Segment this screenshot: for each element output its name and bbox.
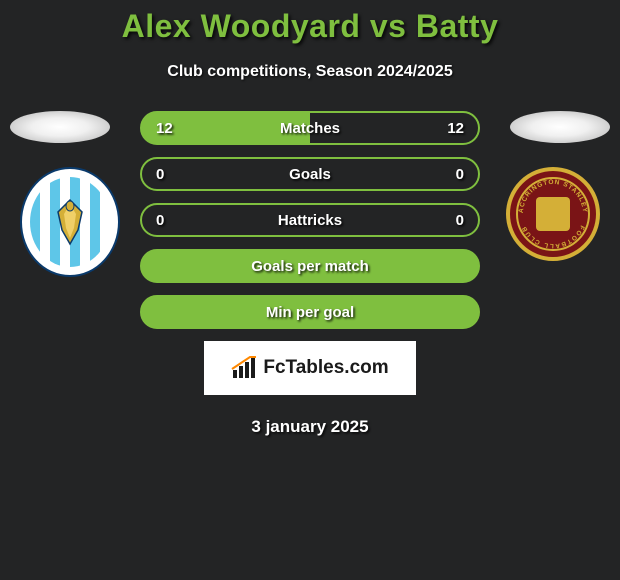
stat-row-goals: 0 Goals 0 xyxy=(140,157,480,191)
stat-left-value: 12 xyxy=(156,120,173,137)
club-badge-right: ACCRINGTON STANLEY FOOTBALL CLUB xyxy=(506,167,600,261)
stat-right-value: 0 xyxy=(456,212,464,229)
stat-label: Hattricks xyxy=(278,212,342,229)
stat-label: Matches xyxy=(280,120,340,137)
crest-icon xyxy=(536,197,570,231)
stat-row-goals-per-match: Goals per match xyxy=(140,249,480,283)
player-right-shadow xyxy=(510,111,610,143)
stat-row-hattricks: 0 Hattricks 0 xyxy=(140,203,480,237)
bar-chart-icon xyxy=(231,356,259,380)
stat-label: Goals xyxy=(289,166,331,183)
stats-table: 12 Matches 12 0 Goals 0 0 Hattricks 0 Go… xyxy=(140,111,480,329)
stat-row-min-per-goal: Min per goal xyxy=(140,295,480,329)
stat-label: Min per goal xyxy=(266,304,354,321)
content-area: ACCRINGTON STANLEY FOOTBALL CLUB 12 Matc… xyxy=(0,111,620,437)
stat-label: Goals per match xyxy=(251,258,369,275)
comparison-card: Alex Woodyard vs Batty Club competitions… xyxy=(0,0,620,437)
branding-text: FcTables.com xyxy=(263,357,388,379)
page-subtitle: Club competitions, Season 2024/2025 xyxy=(0,63,620,81)
eagle-icon xyxy=(40,192,100,252)
stat-right-value: 12 xyxy=(447,120,464,137)
stat-left-value: 0 xyxy=(156,166,164,183)
stat-row-matches: 12 Matches 12 xyxy=(140,111,480,145)
stat-right-value: 0 xyxy=(456,166,464,183)
page-title: Alex Woodyard vs Batty xyxy=(0,8,620,45)
player-left-shadow xyxy=(10,111,110,143)
club-badge-left xyxy=(20,167,120,277)
stat-left-value: 0 xyxy=(156,212,164,229)
branding-box: FcTables.com xyxy=(204,341,416,395)
footer-date: 3 january 2025 xyxy=(0,417,620,437)
